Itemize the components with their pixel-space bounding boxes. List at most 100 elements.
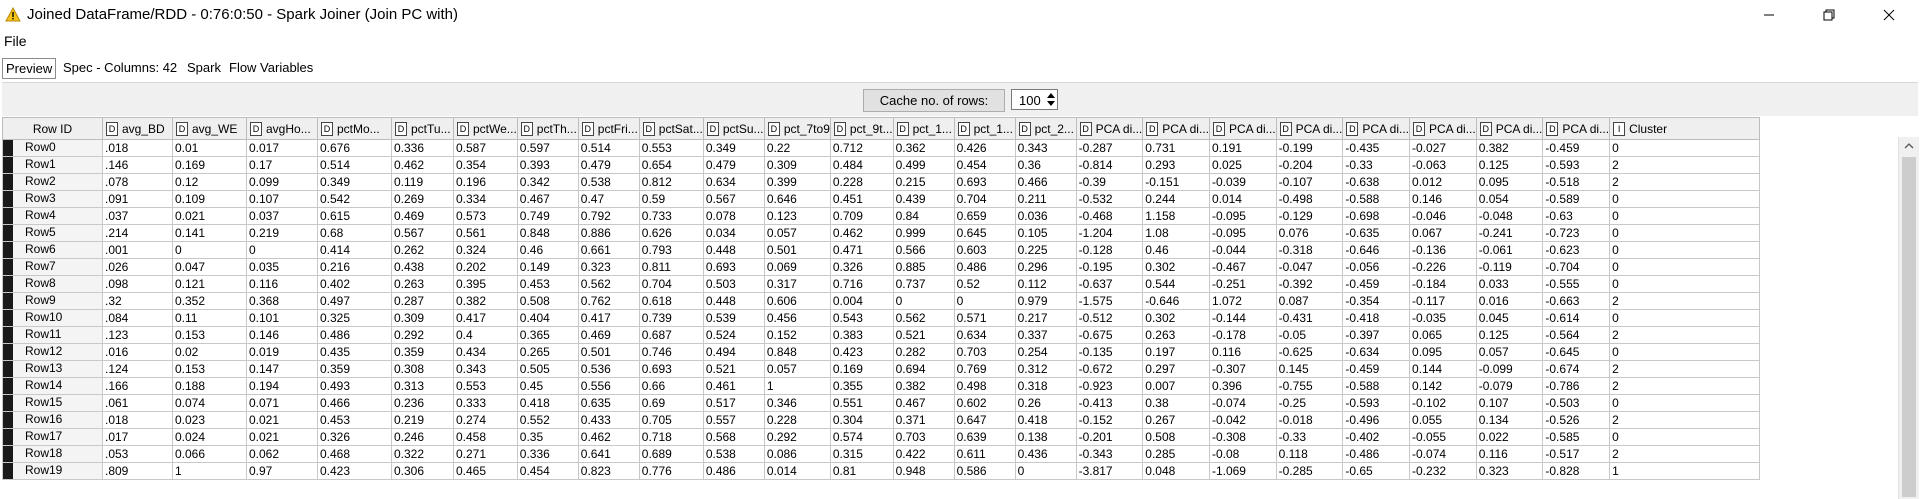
- table-cell[interactable]: 0.471: [829, 241, 894, 259]
- table-cell[interactable]: 0.012: [1409, 173, 1477, 191]
- table-cell[interactable]: 0.325: [317, 309, 392, 327]
- table-cell[interactable]: -1.575: [1075, 292, 1144, 310]
- table-cell[interactable]: -0.588: [1342, 377, 1411, 395]
- table-cell[interactable]: 0.571: [953, 309, 1016, 327]
- table-cell[interactable]: 0.123: [763, 207, 831, 225]
- table-cell[interactable]: 2: [1609, 173, 1761, 191]
- table-cell[interactable]: -0.201: [1075, 428, 1144, 446]
- table-cell[interactable]: -0.136: [1409, 241, 1477, 259]
- table-row[interactable]: Row2 .078 0.12 0.099 0.349 0.119 0.196 0.342 0.5…: [2, 173, 1761, 191]
- table-cell[interactable]: 0.426: [953, 139, 1016, 157]
- table-row[interactable]: Row14.166 0.188 0.194 0.493 0.313 0.553 0.45 0.…: [2, 377, 1761, 395]
- table-cell[interactable]: -0.498: [1275, 190, 1344, 208]
- column-header[interactable]: D PCA di...: [1075, 117, 1144, 140]
- table-cell[interactable]: 0.02: [172, 343, 247, 361]
- table-cell[interactable]: 0.521: [702, 360, 765, 378]
- table-cell[interactable]: 0.254: [1014, 343, 1077, 361]
- table-cell[interactable]: 0.561: [453, 224, 518, 242]
- table-cell[interactable]: 0: [172, 241, 247, 259]
- row-id-cell[interactable]: Row5: [2, 224, 103, 242]
- table-cell[interactable]: -0.151: [1142, 173, 1210, 191]
- table-row[interactable]: Row9 .32 0.352 0.368 0.497 0.287 0.382 0.508 0.7…: [2, 292, 1761, 310]
- table-cell[interactable]: -0.119: [1475, 258, 1544, 276]
- table-cell[interactable]: 0.138: [1014, 428, 1077, 446]
- table-cell[interactable]: 0.848: [763, 343, 831, 361]
- table-cell[interactable]: -0.517: [1542, 445, 1611, 463]
- cache-rows-button[interactable]: Cache no. of rows:: [863, 89, 1005, 112]
- table-cell[interactable]: 0.194: [246, 377, 318, 395]
- table-cell[interactable]: 0.395: [453, 275, 518, 293]
- table-cell[interactable]: 0.099: [246, 173, 318, 191]
- table-cell[interactable]: 0.355: [829, 377, 894, 395]
- table-cell[interactable]: 0.703: [892, 428, 955, 446]
- table-cell[interactable]: 0.422: [892, 445, 955, 463]
- table-cell[interactable]: 0.542: [317, 190, 392, 208]
- table-cell[interactable]: 0.142: [1409, 377, 1477, 395]
- table-cell[interactable]: 0.188: [172, 377, 247, 395]
- table-cell[interactable]: 0.333: [453, 394, 518, 412]
- table-cell[interactable]: 0.36: [1014, 156, 1077, 174]
- table-cell[interactable]: 0.368: [246, 292, 318, 310]
- table-cell[interactable]: 0.228: [829, 173, 894, 191]
- column-header[interactable]: D PCA di...: [1542, 117, 1611, 140]
- table-cell[interactable]: -0.589: [1542, 190, 1611, 208]
- table-cell[interactable]: 0.557: [702, 411, 765, 429]
- table-cell[interactable]: 0.486: [317, 326, 392, 344]
- table-cell[interactable]: 0.105: [1014, 224, 1077, 242]
- table-cell[interactable]: 0.382: [892, 377, 955, 395]
- table-cell[interactable]: 0.703: [953, 343, 1016, 361]
- table-cell[interactable]: -0.923: [1075, 377, 1144, 395]
- table-cell[interactable]: -0.496: [1342, 411, 1411, 429]
- table-cell[interactable]: 0.556: [577, 377, 640, 395]
- table-cell[interactable]: 0.602: [953, 394, 1016, 412]
- menu-file[interactable]: File: [4, 33, 27, 49]
- table-cell[interactable]: 0.292: [391, 326, 454, 344]
- table-cell[interactable]: 0.494: [702, 343, 765, 361]
- table-cell[interactable]: .809: [102, 462, 173, 480]
- table-cell[interactable]: .091: [102, 190, 173, 208]
- table-cell[interactable]: 0.4: [453, 326, 518, 344]
- table-cell[interactable]: 0.362: [892, 139, 955, 157]
- table-cell[interactable]: -0.135: [1075, 343, 1144, 361]
- table-cell[interactable]: 0.219: [246, 224, 318, 242]
- table-cell[interactable]: 0.145: [1275, 360, 1344, 378]
- table-cell[interactable]: 0.59: [638, 190, 704, 208]
- table-cell[interactable]: 0.479: [702, 156, 765, 174]
- table-cell[interactable]: 0: [1609, 207, 1761, 225]
- table-cell[interactable]: 0.337: [1014, 326, 1077, 344]
- table-cell[interactable]: 0.293: [1142, 156, 1210, 174]
- column-header[interactable]: D PCA di...: [1409, 117, 1477, 140]
- table-cell[interactable]: 0.769: [953, 360, 1016, 378]
- table-cell[interactable]: -0.095: [1208, 224, 1277, 242]
- table-cell[interactable]: 0.553: [638, 139, 704, 157]
- table-cell[interactable]: 0.318: [1014, 377, 1077, 395]
- column-header[interactable]: D PCA di...: [1142, 117, 1210, 140]
- table-cell[interactable]: 0.479: [577, 156, 640, 174]
- table-cell[interactable]: -0.623: [1542, 241, 1611, 259]
- table-cell[interactable]: 0.886: [577, 224, 640, 242]
- table-cell[interactable]: -0.723: [1542, 224, 1611, 242]
- table-cell[interactable]: -0.63: [1542, 207, 1611, 225]
- table-cell[interactable]: .078: [102, 173, 173, 191]
- table-cell[interactable]: -0.33: [1275, 428, 1344, 446]
- table-cell[interactable]: 0.017: [246, 139, 318, 157]
- restore-button[interactable]: [1806, 0, 1852, 30]
- table-cell[interactable]: .084: [102, 309, 173, 327]
- table-cell[interactable]: 0.274: [453, 411, 518, 429]
- table-cell[interactable]: 0: [1609, 309, 1761, 327]
- table-cell[interactable]: 0.287: [391, 292, 454, 310]
- table-cell[interactable]: 0.434: [453, 343, 518, 361]
- table-cell[interactable]: .017: [102, 428, 173, 446]
- row-id-cell[interactable]: Row9: [2, 292, 103, 310]
- table-cell[interactable]: 0.323: [1475, 462, 1544, 480]
- table-cell[interactable]: 0.538: [702, 445, 765, 463]
- table-cell[interactable]: 0.66: [638, 377, 704, 395]
- table-cell[interactable]: 0.514: [317, 156, 392, 174]
- table-row[interactable]: Row18.053 0.066 0.062 0.468 0.322 0.271 0.336 0…: [2, 445, 1761, 463]
- table-cell[interactable]: 2: [1609, 292, 1761, 310]
- table-cell[interactable]: 0.885: [892, 258, 955, 276]
